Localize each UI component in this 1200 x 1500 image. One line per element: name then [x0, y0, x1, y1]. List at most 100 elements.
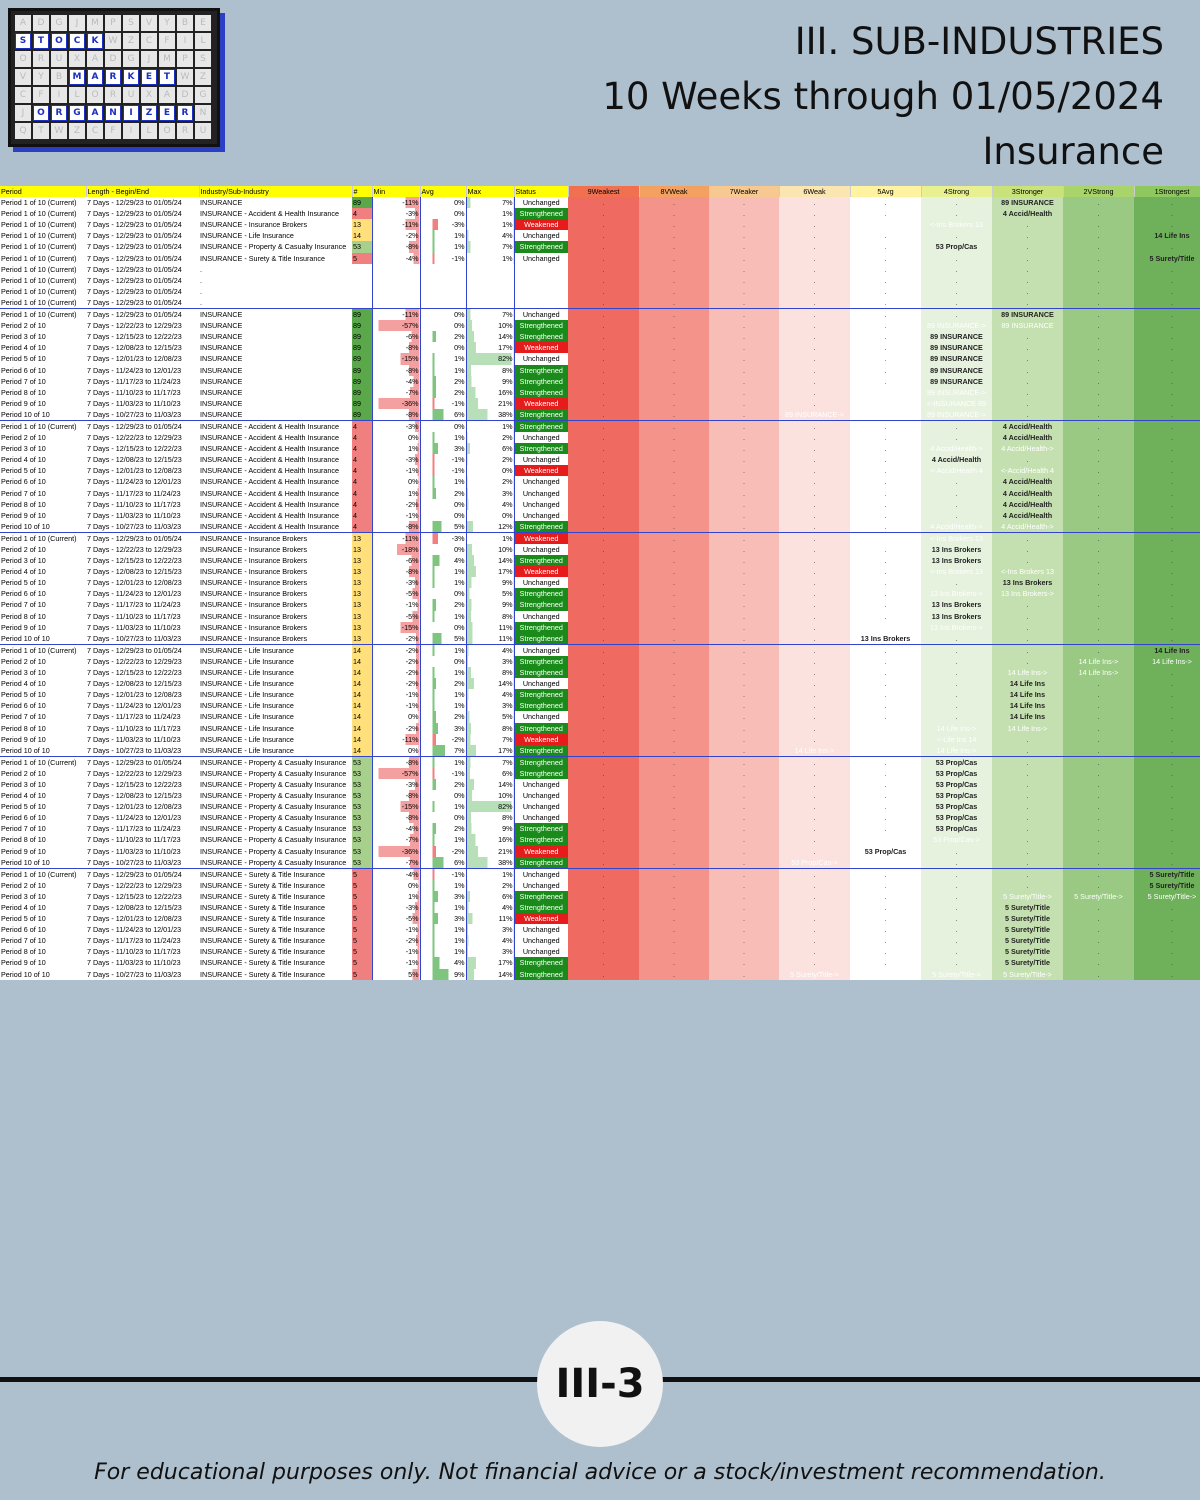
- band-cell: .: [709, 476, 779, 488]
- count-cell: 89: [352, 308, 372, 321]
- column-header[interactable]: 2VStrong: [1063, 186, 1135, 198]
- band-cell: .: [921, 208, 992, 220]
- min-cell: -8%: [371, 812, 420, 824]
- column-header[interactable]: 5Avg: [850, 186, 922, 198]
- band-cell: .: [779, 946, 850, 958]
- status-cell: Weakened: [513, 465, 568, 477]
- band-cell: .: [709, 924, 779, 936]
- period-cell: Period 3 of 10: [1, 332, 46, 342]
- band-cell: .: [921, 263, 992, 275]
- period-cell: Period 10 of 10: [1, 969, 50, 979]
- band-cell: .: [709, 678, 779, 690]
- band-cell: .: [639, 655, 709, 668]
- column-header[interactable]: 3Stronger: [992, 186, 1064, 198]
- max-cell: 6%: [465, 767, 514, 779]
- logo-tile: Y: [159, 15, 175, 31]
- column-header[interactable]: Period: [0, 186, 87, 198]
- column-header[interactable]: Length - Begin/End: [86, 186, 200, 198]
- status-cell: Weakened: [513, 397, 568, 409]
- length-cell: 7 Days - 11/03/23 to 11/10/23: [87, 398, 181, 408]
- band-cell: .: [992, 230, 1063, 242]
- band-cell: .: [921, 296, 992, 309]
- avg-cell: 2%: [419, 386, 466, 398]
- period-cell: Period 3 of 10: [1, 668, 46, 678]
- column-header[interactable]: 9Weakest: [568, 186, 640, 198]
- period-cell: Period 9 of 10: [1, 398, 46, 408]
- logo-tile: G: [123, 51, 139, 67]
- length-cell: 7 Days - 11/24/23 to 12/01/23: [87, 701, 182, 711]
- period-cell: Period 1 of 10 (Current): [1, 253, 77, 263]
- table-row: Period 3 of 10 7 Days - 12/15/23 to 12/22…: [0, 890, 1200, 902]
- band-cell: 5 Surety/Title->: [921, 968, 992, 980]
- band-cell: .: [709, 913, 779, 925]
- status-cell: Weakened: [513, 342, 568, 354]
- band-cell: .: [779, 208, 850, 220]
- status-cell: Strengthened: [513, 241, 568, 253]
- band-cell: .: [709, 902, 779, 914]
- avg-cell: 2%: [419, 711, 466, 723]
- length-cell: 7 Days - 10/27/23 to 11/03/23: [87, 857, 182, 867]
- column-header[interactable]: Max: [466, 186, 515, 198]
- logo-tile: W: [51, 123, 67, 139]
- band-cell: .: [779, 711, 850, 723]
- band-cell: .: [850, 823, 921, 835]
- column-header[interactable]: Industry/Sub-Industry: [199, 186, 353, 198]
- band-cell: .: [1134, 689, 1200, 701]
- column-header[interactable]: Status: [514, 186, 569, 198]
- column-header[interactable]: Avg: [420, 186, 467, 198]
- count-cell: 53: [352, 845, 372, 857]
- band-cell: .: [921, 643, 992, 656]
- min-cell: 1%: [371, 443, 420, 455]
- band-cell: .: [568, 968, 639, 980]
- band-cell: <-Ins Brokers 13: [850, 531, 921, 544]
- band-cell: 89 INSURANCE: [921, 364, 992, 376]
- column-header[interactable]: 7Weaker: [709, 186, 780, 198]
- status-cell: [513, 285, 568, 297]
- status-cell: Strengthened: [513, 408, 568, 421]
- max-cell: 8%: [465, 667, 514, 679]
- length-cell: 7 Days - 11/03/23 to 11/10/23: [87, 958, 181, 968]
- band-cell: .: [639, 856, 709, 869]
- period-cell: Period 1 of 10 (Current): [0, 531, 86, 544]
- min-cell: -8%: [371, 364, 420, 376]
- band-cell: .: [568, 555, 639, 567]
- column-header[interactable]: 4Strong: [921, 186, 993, 198]
- column-header[interactable]: Min: [372, 186, 421, 198]
- status-cell: Strengthened: [513, 632, 568, 645]
- band-cell: .: [992, 823, 1063, 835]
- band-cell: 5 Surety/Title: [992, 946, 1063, 958]
- logo-tile: B: [51, 69, 67, 85]
- min-cell: [371, 274, 420, 286]
- band-cell: .: [709, 342, 779, 354]
- count-cell: 14: [352, 733, 372, 745]
- length-cell: 7 Days - 12/29/23 to 01/05/24: [86, 308, 199, 321]
- column-header[interactable]: 1Strongest: [1134, 186, 1200, 198]
- band-cell: .: [568, 408, 639, 421]
- band-cell: .: [639, 823, 709, 835]
- band-cell: .: [1063, 867, 1134, 880]
- table-row: Period 1 of 10 (Current) 7 Days - 12/29/2…: [0, 274, 1200, 286]
- column-header[interactable]: 6Weak: [779, 186, 851, 198]
- industry-cell: INSURANCE - Life Insurance: [200, 723, 294, 733]
- band-cell: 53 Prop/Cas: [921, 755, 992, 768]
- avg-cell: 3%: [419, 443, 466, 455]
- band-cell: .: [1063, 588, 1134, 600]
- avg-cell: 1%: [419, 946, 466, 958]
- band-cell: .: [709, 577, 779, 589]
- min-cell: -3%: [371, 778, 420, 791]
- industry-cell: INSURANCE - Accident & Health Insurance: [200, 488, 340, 498]
- industry-cell: INSURANCE - Insurance Brokers: [200, 622, 308, 632]
- band-cell: .: [1063, 465, 1134, 477]
- industry-cell: INSURANCE - Property & Casualty Insuranc…: [200, 779, 347, 789]
- status-cell: Weakened: [513, 531, 568, 544]
- band-cell: .: [850, 285, 921, 297]
- column-header[interactable]: #: [352, 186, 373, 198]
- column-header[interactable]: 8VWeak: [639, 186, 710, 198]
- band-cell: .: [779, 443, 850, 455]
- band-cell: .: [1063, 834, 1134, 846]
- band-cell: .: [779, 733, 850, 745]
- band-cell: .: [850, 465, 921, 477]
- min-cell: 0%: [371, 476, 420, 488]
- logo-tile: O: [15, 51, 31, 67]
- max-cell: 82%: [465, 353, 514, 365]
